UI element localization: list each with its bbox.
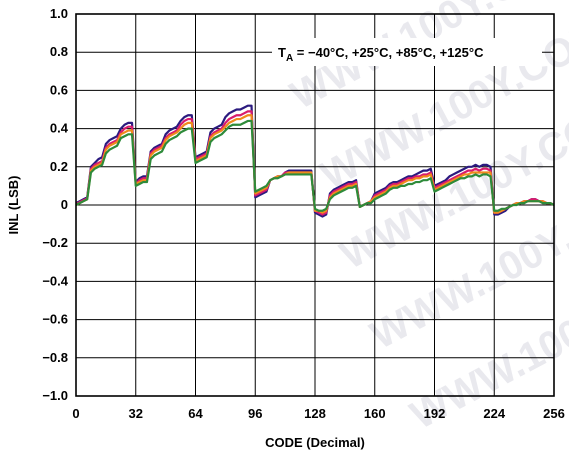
x-axis-label: CODE (Decimal) bbox=[265, 435, 365, 450]
x-tick-label: 0 bbox=[72, 406, 79, 421]
annotation-subscript: A bbox=[286, 53, 293, 64]
x-tick-label: 96 bbox=[248, 406, 262, 421]
y-axis-label: INL (LSB) bbox=[6, 176, 21, 235]
x-tick-label: 192 bbox=[424, 406, 446, 421]
x-tick-labels: 0 32 64 96 128 160 192 224 256 bbox=[72, 406, 564, 421]
series-line-3 bbox=[75, 114, 555, 214]
annotation-text: TA = −40°C, +25°C, +85°C, +125°C bbox=[278, 45, 484, 64]
series-layer bbox=[75, 104, 555, 218]
y-tick-label: −0.6 bbox=[42, 312, 68, 327]
y-tick-label: −0.2 bbox=[42, 235, 68, 250]
y-tick-label: −0.8 bbox=[42, 350, 68, 365]
y-tick-label: 0.6 bbox=[50, 82, 68, 97]
plot-frame bbox=[75, 13, 555, 397]
y-tick-label: −1.0 bbox=[42, 388, 68, 403]
y-tick-label: 1.0 bbox=[50, 6, 68, 21]
series-line-4 bbox=[75, 119, 555, 212]
annotation-prefix: T bbox=[278, 45, 286, 60]
annotation-background bbox=[272, 38, 542, 66]
y-tick-labels: 1.0 0.8 0.6 0.4 0.2 0 −0.2 −0.4 −0.6 −0.8 −1.0 bbox=[42, 6, 68, 403]
y-tick-label: 0 bbox=[61, 197, 68, 212]
x-tick-label: 160 bbox=[364, 406, 386, 421]
x-tick-label: 64 bbox=[188, 406, 203, 421]
annotation-body: = −40°C, +25°C, +85°C, +125°C bbox=[293, 45, 484, 60]
y-tick-label: 0.8 bbox=[50, 44, 68, 59]
y-tick-label: 0.2 bbox=[50, 159, 68, 174]
x-tick-label: 32 bbox=[129, 406, 143, 421]
x-tick-label: 256 bbox=[543, 406, 565, 421]
x-tick-label: 128 bbox=[304, 406, 326, 421]
x-tick-label: 224 bbox=[483, 406, 505, 421]
y-tick-label: 0.4 bbox=[50, 121, 69, 136]
series-line-1 bbox=[75, 104, 555, 218]
y-tick-label: −0.4 bbox=[42, 273, 68, 288]
